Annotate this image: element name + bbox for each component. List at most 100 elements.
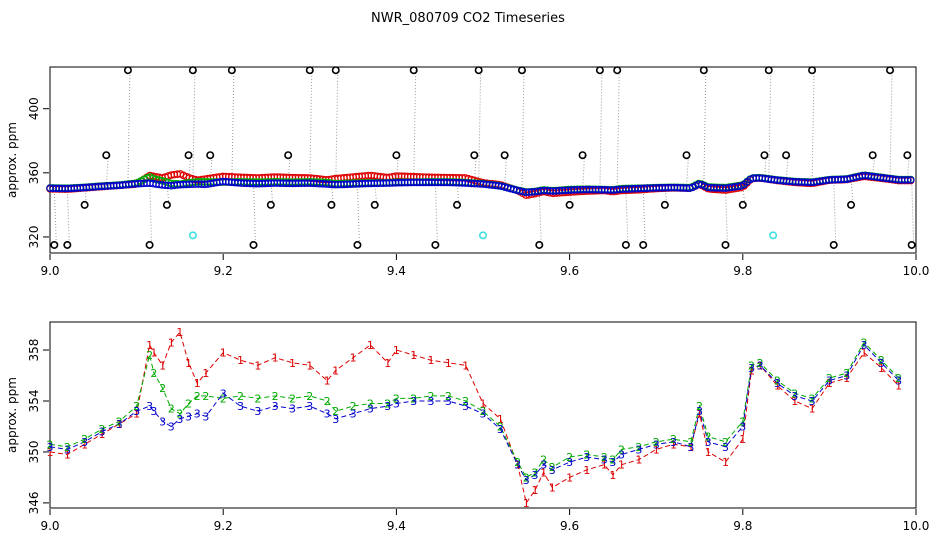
series-2-marker: 2: [480, 405, 487, 418]
drop-line: [434, 181, 438, 245]
series-3-marker: 3: [687, 441, 694, 454]
series-1-marker: 1: [635, 454, 642, 467]
flagged-point: [478, 231, 487, 240]
series-2-marker: 2: [878, 354, 885, 367]
series-3-marker: 3: [445, 395, 452, 408]
reference-point: [699, 66, 708, 75]
series-1-marker: 1: [237, 354, 244, 367]
reference-point: [682, 151, 691, 160]
series-2-marker: 2: [670, 433, 677, 446]
reference-point: [227, 66, 236, 75]
series-1-marker: 1: [194, 377, 201, 390]
series-1-marker: 1: [791, 395, 798, 408]
series-1-marker: 1: [895, 380, 902, 393]
x-tick-label: 9.4: [387, 519, 406, 533]
drop-line: [785, 155, 789, 181]
series-2-marker: 2: [64, 441, 71, 454]
reference-point: [613, 66, 622, 75]
series-3-marker: 3: [549, 464, 556, 477]
y-tick-label: 350: [27, 440, 41, 463]
reference-point: [331, 66, 340, 75]
series-1-marker: 1: [350, 352, 357, 365]
series-2-marker: 2: [696, 400, 703, 413]
series-3-marker: 3: [809, 395, 816, 408]
series-2-marker: 2: [220, 392, 227, 405]
reference-point: [431, 240, 440, 249]
series-3-marker: 3: [133, 405, 140, 418]
series-3-marker: 3: [367, 403, 374, 416]
series-2-marker: 2: [350, 400, 357, 413]
series-1-marker: 1: [272, 352, 279, 365]
series-2-marker: 2: [609, 454, 616, 467]
series-1-marker: 1: [202, 367, 209, 380]
reference-point: [517, 66, 526, 75]
drop-line: [724, 187, 728, 246]
x-tick-label: 9.6: [560, 519, 579, 533]
series-3-marker: 3: [583, 451, 590, 464]
series-2-marker: 2: [601, 451, 608, 464]
series-1-marker: 1: [861, 347, 868, 360]
drop-line: [811, 70, 815, 183]
series-3-marker: 3: [350, 408, 357, 421]
series-3-marker: 3: [878, 357, 885, 370]
series-2-marker: 2: [393, 392, 400, 405]
series-1-marker: 1: [826, 377, 833, 390]
reference-point: [184, 151, 193, 160]
series-1-marker: 1: [739, 433, 746, 446]
series-2-marker: 2: [202, 390, 209, 403]
x-tick-label: 9.8: [733, 264, 752, 278]
series-3-marker: 3: [601, 454, 608, 467]
drop-line: [231, 70, 235, 182]
series-1-marker: 1: [324, 375, 331, 388]
reference-point: [123, 66, 132, 75]
series-1-marker: 1: [809, 403, 816, 416]
series-1-marker: 1: [306, 359, 313, 372]
y-tick-label: 346: [27, 491, 41, 514]
bottom-axes: 9.0 9.2 9.4 9.6 9.8 10.0 346 350 354 358: [27, 339, 929, 533]
series-1-marker: 1: [609, 469, 616, 482]
x-tick-label: 9.6: [560, 264, 579, 278]
reference-point: [453, 200, 462, 209]
reference-point: [305, 66, 314, 75]
reference-point: [903, 151, 912, 160]
series-2-marker: 2: [566, 451, 573, 464]
series-2-marker: 2: [549, 461, 556, 474]
series-1-marker: 1: [523, 497, 530, 510]
series-2-marker: 2: [895, 372, 902, 385]
series-2-marker: 2: [146, 349, 153, 362]
series-2-marker: 2: [791, 387, 798, 400]
series-1-marker: 1: [653, 443, 660, 456]
series-2-marker: 2: [861, 336, 868, 349]
series-3-marker: 3: [722, 441, 729, 454]
series-3-marker: 3: [220, 387, 227, 400]
series-2-marker: 2: [289, 392, 296, 405]
reference-point: [370, 200, 379, 209]
series-1-marker: 1: [393, 344, 400, 357]
series-2-marker: 2: [150, 367, 157, 380]
series-2-marker: 2: [826, 372, 833, 385]
reference-point: [639, 240, 648, 249]
series-2-marker: 2: [306, 390, 313, 403]
drop-line: [53, 187, 57, 246]
series-3-marker: 3: [306, 400, 313, 413]
series-2-marker: 2: [809, 392, 816, 405]
drop-line: [889, 70, 893, 179]
top-drop-lines: [53, 70, 915, 246]
reference-point: [808, 66, 817, 75]
series-1-marker: 1: [81, 438, 88, 451]
drop-line: [356, 182, 360, 245]
series-3-line: [49, 344, 900, 481]
series-2-marker: 2: [168, 403, 175, 416]
series-3-marker: 3: [635, 443, 642, 456]
series-3-marker: 3: [159, 415, 166, 428]
series-1-marker: 1: [722, 456, 729, 469]
series-1-marker: 1: [254, 359, 261, 372]
series-1-marker: 1: [670, 438, 677, 451]
series-2-marker: 2: [367, 398, 374, 411]
series-2-marker: 2: [635, 441, 642, 454]
series-2-marker: 2: [185, 398, 192, 411]
reference-point: [353, 240, 362, 249]
y-tick-label: 358: [27, 339, 41, 362]
series-3-marker: 3: [462, 400, 469, 413]
